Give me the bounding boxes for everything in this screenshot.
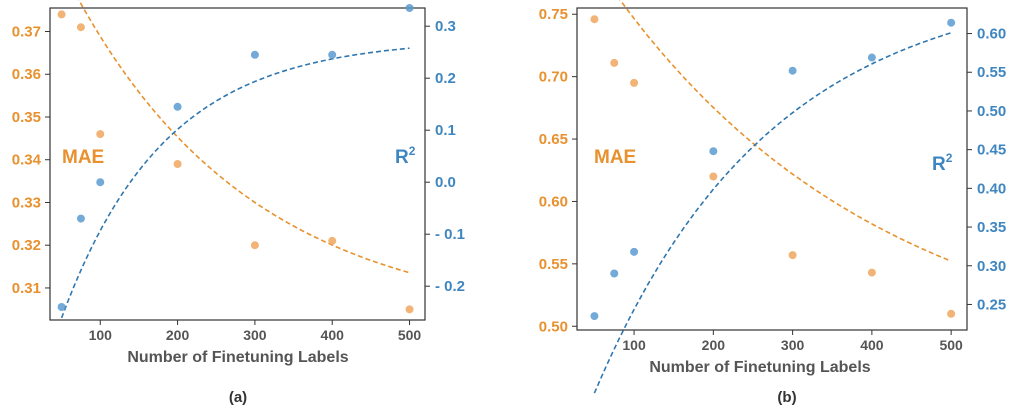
data-point-r2 [590, 312, 599, 321]
data-point-mae [947, 309, 956, 318]
fit-curve-mae [77, 0, 410, 274]
plot-frame [49, 7, 426, 321]
r2-label-base: R [395, 147, 409, 168]
x-tick-label: 300 [243, 327, 267, 343]
left-tick-label: 0.35 [12, 109, 41, 126]
plot-frame [576, 7, 968, 331]
left-tick-label: 0.70 [539, 69, 568, 86]
data-point-mae [788, 251, 797, 260]
fit-curve-r2 [593, 32, 952, 394]
data-point-mae [250, 241, 259, 250]
right-tick-label: 0.3 [435, 18, 456, 35]
right-tick-label: 0.30 [977, 258, 1006, 275]
data-point-r2 [96, 178, 105, 187]
data-point-r2 [173, 102, 182, 111]
right-tick-label: 0.50 [977, 103, 1006, 120]
x-tick-label: 300 [781, 337, 805, 353]
left-tick-label: 0.50 [539, 318, 568, 335]
right-tick-label: - 0.1 [435, 226, 465, 243]
data-point-r2 [250, 50, 259, 59]
panel-a: 100 200 300 400 500 Number of Finetuning Labe… [12, 0, 465, 406]
x-tick-label: 400 [860, 337, 884, 353]
fit-curve-mae [619, 0, 952, 262]
fit-curve-r2 [60, 47, 410, 319]
panel-label: (b) [777, 389, 796, 406]
data-point-r2 [947, 18, 956, 27]
left-tick-label: 0.31 [12, 280, 41, 297]
right-tick-label: 0.2 [435, 70, 456, 87]
x-tick-label: 500 [398, 327, 422, 343]
x-axis-label: Number of Finetuning Labels [649, 359, 870, 376]
data-point-mae [630, 78, 639, 87]
left-tick-label: 0.32 [12, 237, 41, 254]
left-tick-label: 0.34 [12, 152, 42, 169]
data-point-r2 [630, 247, 639, 256]
data-point-r2 [867, 53, 876, 62]
left-tick-label: 0.36 [12, 66, 41, 83]
x-tick-label: 200 [702, 337, 726, 353]
data-point-mae [405, 305, 414, 314]
mae-label: MAE [594, 147, 636, 168]
x-tick-label: 500 [939, 337, 963, 353]
left-tick-label: 0.75 [539, 6, 568, 23]
left-tick-label: 0.55 [539, 256, 568, 273]
right-tick-label: 0.25 [977, 296, 1006, 313]
r2-label-superscript: 2 [946, 151, 953, 165]
data-point-mae [96, 130, 105, 139]
right-tick-label: 0.60 [977, 26, 1006, 43]
left-tick-label: 0.65 [539, 131, 568, 148]
data-point-r2 [610, 269, 619, 278]
data-point-r2 [328, 50, 337, 59]
right-tick-label: 0.40 [977, 180, 1006, 197]
right-tick-label: 0.0 [435, 174, 456, 191]
data-point-r2 [709, 147, 718, 156]
data-point-mae [76, 23, 85, 32]
data-point-mae [328, 236, 337, 245]
left-tick-label: 0.37 [12, 24, 41, 41]
x-tick-label: 100 [89, 327, 113, 343]
data-point-mae [57, 10, 66, 19]
r2-label: R2 [932, 151, 953, 175]
data-point-r2 [788, 66, 797, 75]
right-tick-label: 0.1 [435, 122, 456, 139]
x-tick-label: 400 [321, 327, 345, 343]
r2-label-base: R [932, 154, 946, 175]
panel-label: (a) [229, 389, 247, 406]
data-point-mae [590, 15, 599, 24]
r2-label-superscript: 2 [409, 144, 416, 158]
left-tick-label: 0.33 [12, 194, 41, 211]
right-tick-label: - 0.2 [435, 278, 465, 295]
data-point-mae [173, 160, 182, 168]
data-point-mae [867, 268, 876, 277]
right-tick-label: 0.55 [977, 64, 1006, 81]
data-point-mae [610, 58, 619, 67]
data-point-mae [709, 172, 718, 181]
data-point-r2 [57, 303, 66, 311]
r2-label: R2 [395, 144, 416, 168]
panel-b: 100 200 300 400 500 Number of Finetuning Labe… [539, 0, 1006, 406]
x-tick-label: 100 [622, 337, 646, 353]
right-tick-label: 0.45 [977, 142, 1006, 159]
data-point-r2 [76, 214, 85, 223]
x-tick-label: 200 [166, 327, 190, 343]
right-tick-label: 0.35 [977, 219, 1006, 236]
data-point-r2 [405, 4, 414, 12]
x-axis-label: Number of Finetuning Labels [127, 349, 348, 366]
left-tick-label: 0.60 [539, 193, 568, 210]
mae-label: MAE [62, 147, 104, 168]
